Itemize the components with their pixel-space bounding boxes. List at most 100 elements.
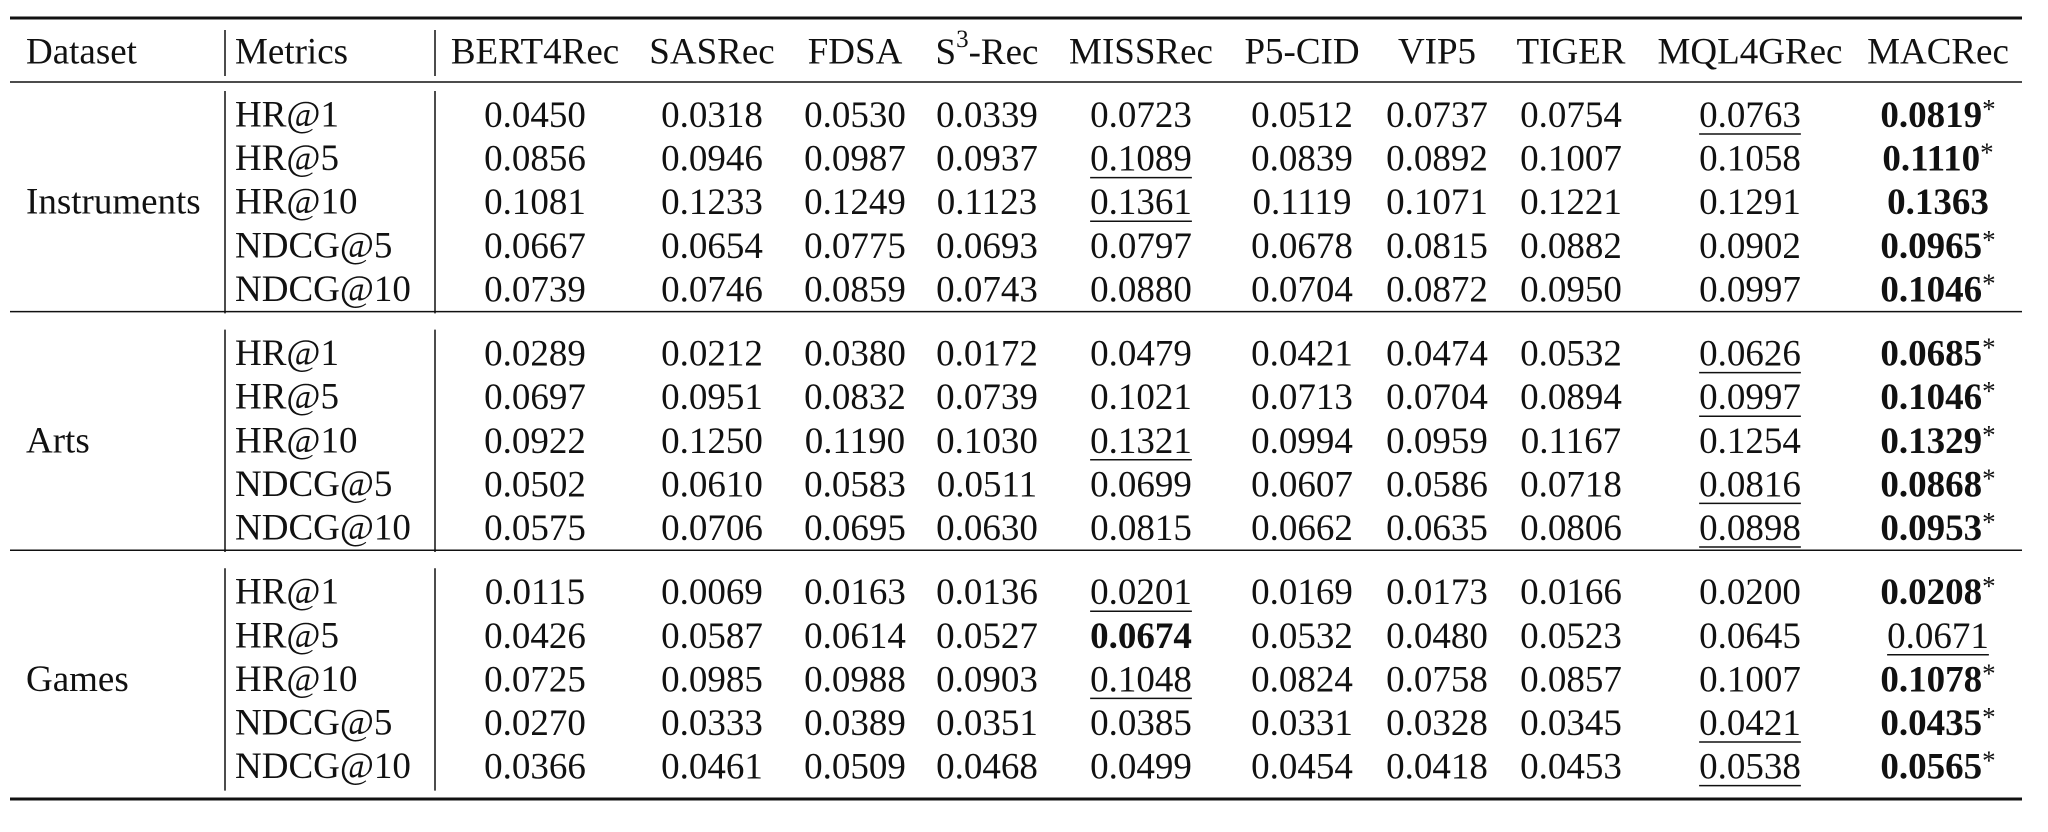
table-cell: 0.1363: [1887, 182, 1989, 223]
table-cell: 0.0318: [661, 95, 763, 136]
table-cell: 0.0987: [804, 138, 906, 179]
cell-value: 0.0136: [936, 572, 1038, 613]
column-header: Dataset: [26, 32, 138, 73]
cell-value: 0.0950: [1520, 269, 1622, 310]
cell-value: 0.0685: [1880, 333, 1982, 374]
cell-value: 0.1078: [1880, 659, 1982, 700]
table-cell: 0.0523: [1520, 615, 1622, 656]
cell-value: 0.0331: [1251, 703, 1353, 744]
table-cell: 0.1361: [1090, 182, 1192, 223]
table-cell: 0.0479: [1090, 333, 1192, 374]
cell-value: 0.1046: [1880, 377, 1982, 418]
cell-value: 0.1007: [1520, 138, 1622, 179]
table-cell: 0.0985: [661, 659, 763, 700]
header-superscript: 3: [956, 26, 969, 53]
table-cell: 0.0746: [661, 269, 763, 310]
table-cell: 0.1089: [1090, 138, 1192, 179]
cell-value: 0.0614: [804, 615, 906, 656]
dataset-name: Games: [26, 659, 129, 700]
table-cell: 0.1110*: [1882, 138, 1993, 180]
column-header: MISSRec: [1069, 32, 1213, 73]
table-cell: 0.0706: [661, 508, 763, 549]
table-cell: 0.0824: [1251, 659, 1353, 700]
cell-value: 0.0997: [1699, 377, 1801, 418]
table-cell: 0.0737: [1386, 95, 1488, 136]
table-cell: 0.0880: [1090, 269, 1192, 310]
metric-name: HR@10: [235, 420, 357, 461]
table-cell: 0.0763: [1699, 95, 1801, 136]
table-cell: 0.0699: [1090, 464, 1192, 505]
cell-value: 0.0527: [936, 615, 1038, 656]
cell-value: 0.0997: [1699, 269, 1801, 310]
table-cell: 0.0461: [661, 746, 763, 787]
metric-name: HR@5: [235, 615, 339, 656]
table-cell: 0.0882: [1520, 225, 1622, 266]
table-cell: 0.0587: [661, 615, 763, 656]
cell-value: 0.0626: [1699, 333, 1801, 374]
cell-value: 0.0859: [804, 269, 906, 310]
table-cell: 0.0380: [804, 333, 906, 374]
table-cell: 0.0856: [484, 138, 586, 179]
cell-value: 0.0697: [484, 377, 586, 418]
table-cell: 0.0758: [1386, 659, 1488, 700]
cell-value: 0.0832: [804, 377, 906, 418]
table-cell: 0.0136: [936, 572, 1038, 613]
cell-value: 0.0200: [1699, 572, 1801, 613]
table-cell: 0.0894: [1520, 377, 1622, 418]
cell-value: 0.0894: [1520, 377, 1622, 418]
table-cell: 0.0345: [1520, 703, 1622, 744]
cell-value: 0.1249: [804, 182, 906, 223]
table-cell: 0.0959: [1386, 420, 1488, 461]
cell-value: 0.1291: [1699, 182, 1801, 223]
cell-value: 0.0069: [661, 572, 763, 613]
cell-value: 0.1007: [1699, 659, 1801, 700]
cell-value: 0.1110: [1882, 138, 1980, 179]
cell-value: 0.1123: [937, 182, 1037, 223]
cell-value: 0.0583: [804, 464, 906, 505]
cell-value: 0.0994: [1251, 420, 1353, 461]
column-header: P5-CID: [1244, 32, 1359, 73]
table-cell: 0.0351: [936, 703, 1038, 744]
cell-value: 0.0815: [1090, 508, 1192, 549]
table-cell: 0.0172: [936, 333, 1038, 374]
table-cell: 0.0806: [1520, 508, 1622, 549]
cell-value: 0.0328: [1386, 703, 1488, 744]
table-cell: 0.1123: [937, 182, 1037, 223]
cell-value: 0.0163: [804, 572, 906, 613]
table-cell: 0.0723: [1090, 95, 1192, 136]
table-cell: 0.0509: [804, 746, 906, 787]
table-cell: 0.0754: [1520, 95, 1622, 136]
cell-value: 0.0212: [661, 333, 763, 374]
metric-name: HR@1: [235, 333, 339, 374]
table-cell: 0.0635: [1386, 508, 1488, 549]
table-cell: 0.1081: [484, 182, 586, 223]
metric-name: HR@1: [235, 95, 339, 136]
cell-value: 0.0704: [1386, 377, 1488, 418]
table-cell: 0.0512: [1251, 95, 1353, 136]
cell-value: 0.0706: [661, 508, 763, 549]
cell-value: 0.0693: [936, 225, 1038, 266]
cell-value: 0.0699: [1090, 464, 1192, 505]
cell-value: 0.0965: [1880, 225, 1982, 266]
table-cell: 0.0868*: [1880, 463, 1995, 505]
table-cell: 0.1329*: [1880, 420, 1995, 462]
table-cell: 0.0695: [804, 508, 906, 549]
cell-value: 0.0882: [1520, 225, 1622, 266]
cell-value: 0.1048: [1090, 659, 1192, 700]
cell-value: 0.0763: [1699, 95, 1801, 136]
cell-value: 0.1254: [1699, 420, 1801, 461]
table-cell: 0.0454: [1251, 746, 1353, 787]
cell-value: 0.0713: [1251, 377, 1353, 418]
cell-value: 0.0857: [1520, 659, 1622, 700]
cell-value: 0.0586: [1386, 464, 1488, 505]
table-cell: 0.0902: [1699, 225, 1801, 266]
cell-value: 0.0903: [936, 659, 1038, 700]
cell-value: 0.0654: [661, 225, 763, 266]
cell-value: 0.0479: [1090, 333, 1192, 374]
cell-value: 0.0892: [1386, 138, 1488, 179]
table-cell: 0.1046*: [1880, 376, 1995, 418]
cell-value: 0.1361: [1090, 182, 1192, 223]
cell-value: 0.0645: [1699, 615, 1801, 656]
table-cell: 0.0468: [936, 746, 1038, 787]
table-cell: 0.0892: [1386, 138, 1488, 179]
